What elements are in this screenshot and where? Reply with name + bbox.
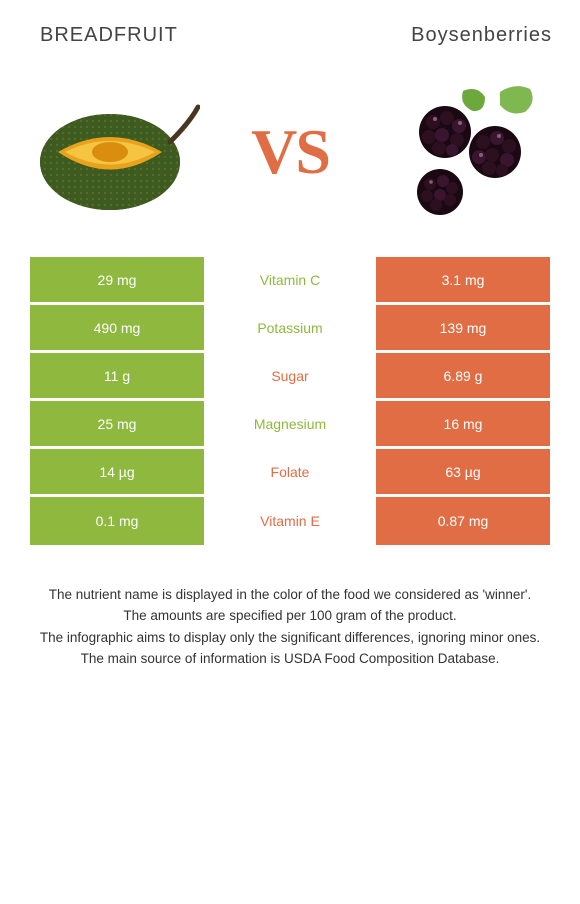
boysenberries-icon (385, 77, 545, 227)
right-value-cell: 3.1 mg (376, 257, 550, 305)
left-value-cell: 29 mg (30, 257, 204, 305)
footnote-line: The amounts are specified per 100 gram o… (20, 606, 560, 626)
left-value-cell: 25 mg (30, 401, 204, 449)
nutrient-label: Folate (204, 449, 376, 497)
vs-text: VS (251, 115, 329, 189)
nutrient-label: Sugar (204, 353, 376, 401)
left-value-cell: 490 mg (30, 305, 204, 353)
boysenberries-image (380, 77, 550, 227)
left-value-cell: 0.1 mg (30, 497, 204, 545)
footnote-line: The infographic aims to display only the… (20, 628, 560, 648)
right-value-cell: 6.89 g (376, 353, 550, 401)
left-value-cell: 11 g (30, 353, 204, 401)
table-row: 0.1 mgVitamin E0.87 mg (30, 497, 550, 545)
right-food-title: Boysenberries (411, 24, 552, 47)
nutrient-label: Magnesium (204, 401, 376, 449)
comparison-table: 29 mgVitamin C3.1 mg490 mgPotassium139 m… (30, 257, 550, 545)
footnote-line: The nutrient name is displayed in the co… (20, 585, 560, 605)
footnote-line: The main source of information is USDA F… (20, 649, 560, 669)
table-row: 25 mgMagnesium16 mg (30, 401, 550, 449)
breadfruit-icon (30, 82, 200, 222)
right-value-cell: 16 mg (376, 401, 550, 449)
right-value-cell: 63 µg (376, 449, 550, 497)
footnotes: The nutrient name is displayed in the co… (20, 585, 560, 669)
table-row: 29 mgVitamin C3.1 mg (30, 257, 550, 305)
header: BREADFRUIT Boysenberries (0, 0, 580, 57)
table-row: 14 µgFolate63 µg (30, 449, 550, 497)
left-food-title: BREADFRUIT (40, 24, 178, 47)
nutrient-label: Vitamin C (204, 257, 376, 305)
nutrient-label: Vitamin E (204, 497, 376, 545)
table-row: 11 gSugar6.89 g (30, 353, 550, 401)
right-value-cell: 0.87 mg (376, 497, 550, 545)
right-value-cell: 139 mg (376, 305, 550, 353)
breadfruit-image (30, 77, 200, 227)
table-row: 490 mgPotassium139 mg (30, 305, 550, 353)
left-value-cell: 14 µg (30, 449, 204, 497)
nutrient-label: Potassium (204, 305, 376, 353)
hero-section: VS (0, 57, 580, 257)
